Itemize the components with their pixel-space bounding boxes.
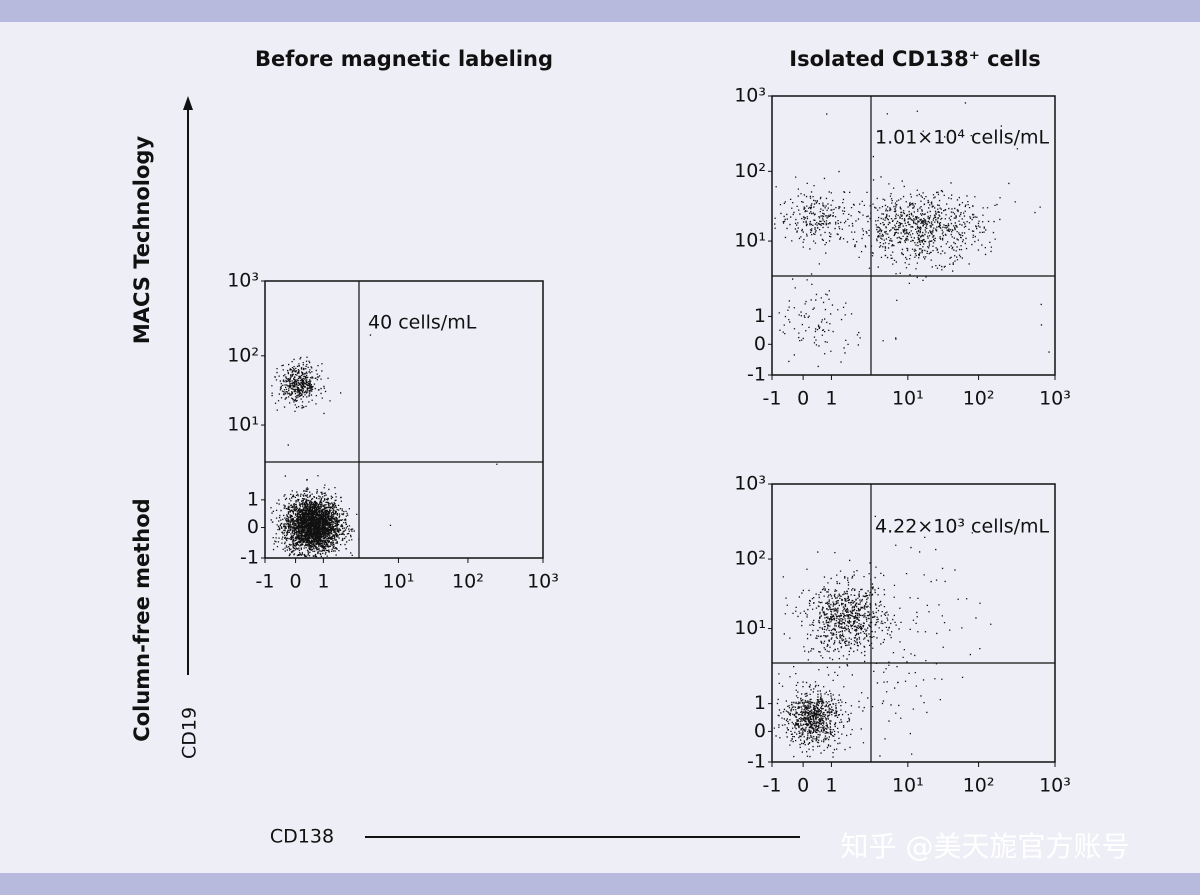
y-tick-label: 1	[247, 488, 259, 510]
x-tick-label: 10¹	[383, 571, 415, 593]
plot-frame	[264, 280, 544, 559]
y-tick-label: 10³	[734, 473, 766, 495]
y-axis-label: CD19	[179, 707, 201, 759]
y-tick-label: 10²	[734, 160, 766, 182]
x-tick-label: -1	[763, 775, 782, 797]
arrow-head	[183, 96, 193, 110]
top-band	[0, 0, 1200, 22]
plot-frame	[771, 483, 1056, 763]
y-tick-label: 0	[754, 720, 766, 742]
x-tick-label: 1	[317, 571, 329, 593]
macs-label: MACS Technology	[130, 136, 154, 345]
y-tick-label: 10¹	[734, 230, 766, 252]
x-tick-label: 10³	[527, 571, 559, 593]
x-tick-label: -1	[256, 571, 275, 593]
column-free-label: Column-free method	[130, 498, 154, 741]
x-axis-label: CD138	[270, 826, 334, 848]
y-tick-label: -1	[240, 547, 259, 569]
y-tick-label: 1	[754, 305, 766, 327]
annotation: 1.01×10⁴ cells/mL	[875, 127, 1050, 149]
annotation: 4.22×10³ cells/mL	[875, 516, 1050, 538]
y-tick-label: 10²	[734, 548, 766, 570]
y-tick-label: 1	[754, 692, 766, 714]
y-tick-label: 10²	[227, 344, 259, 366]
y-tick-label: -1	[747, 364, 766, 386]
x-tick-label: 10³	[1039, 388, 1071, 410]
panel-title: Isolated CD138⁺ cells	[789, 47, 1040, 71]
x-tick-label: 10¹	[892, 775, 924, 797]
bottom-band	[0, 873, 1200, 895]
x-tick-label: -1	[763, 388, 782, 410]
watermark: 知乎 @美天旎官方账号	[841, 830, 1130, 863]
x-tick-label: 10²	[963, 388, 995, 410]
y-tick-label: 0	[754, 333, 766, 355]
x-tick-label: 0	[797, 775, 809, 797]
y-tick-label: 10¹	[227, 414, 259, 436]
y-tick-label: 0	[247, 516, 259, 538]
x-tick-label: 1	[825, 775, 837, 797]
dots	[270, 334, 498, 558]
x-tick-label: 10²	[963, 775, 995, 797]
panel-title: Before magnetic labeling	[255, 47, 553, 71]
annotation: 40 cells/mL	[368, 312, 477, 334]
x-tick-label: 10¹	[892, 388, 924, 410]
x-tick-label: 0	[797, 388, 809, 410]
plot-frame	[771, 95, 1056, 376]
x-tick-label: 10²	[452, 571, 484, 593]
dots	[774, 102, 1050, 368]
x-tick-label: 10³	[1039, 775, 1071, 797]
x-tick-label: 0	[290, 571, 302, 593]
y-tick-label: -1	[747, 751, 766, 773]
y-tick-label: 10³	[227, 270, 259, 292]
y-tick-label: 10³	[734, 85, 766, 107]
x-tick-label: 1	[825, 388, 837, 410]
y-tick-label: 10¹	[734, 617, 766, 639]
